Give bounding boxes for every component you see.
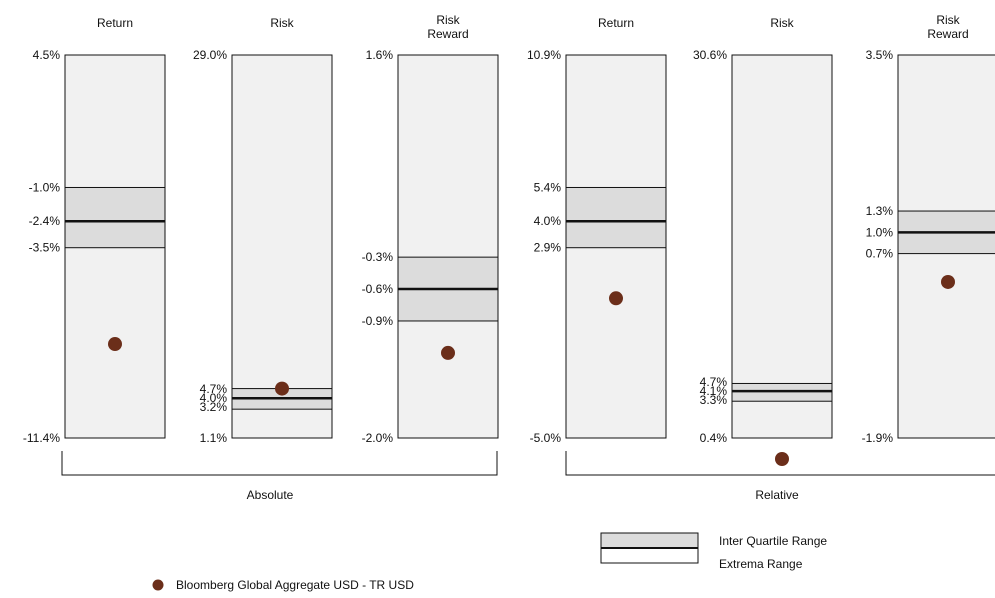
benchmark-point <box>441 345 455 360</box>
value-label-max: 10.9% <box>527 48 561 62</box>
value-label-q1: -0.9% <box>362 314 394 328</box>
benchmark-point <box>941 274 955 289</box>
value-label-median: -0.6% <box>362 282 394 296</box>
extrema-box <box>731 54 833 439</box>
value-label-min: -5.0% <box>530 431 562 445</box>
legend-point-marker <box>152 579 164 591</box>
benchmark-point <box>775 452 789 466</box>
legend-iqr-swatch <box>600 532 699 549</box>
value-label-min: 1.1% <box>200 431 228 445</box>
value-label-q3: -1.0% <box>29 180 61 194</box>
panel-title-line: Reward <box>427 27 468 41</box>
panel-title-line: Return <box>97 16 133 30</box>
value-label-median: 4.0% <box>200 391 228 405</box>
value-label-q1: 0.7% <box>866 247 894 261</box>
extrema-box <box>231 54 333 439</box>
legend-point-label: Bloomberg Global Aggregate USD - TR USD <box>176 578 414 592</box>
panel-title-line: Return <box>598 16 634 30</box>
value-label-min: 0.4% <box>700 431 728 445</box>
group-bracket <box>565 451 995 476</box>
value-label-q3: 1.3% <box>866 204 894 218</box>
group-bracket <box>61 451 498 476</box>
value-label-q1: -3.5% <box>29 241 61 255</box>
value-label-max: 4.5% <box>33 48 61 62</box>
panel-title-line: Risk <box>270 16 294 30</box>
value-label-median: 4.0% <box>534 214 562 228</box>
value-label-q1: 3.2% <box>200 400 228 414</box>
value-label-min: -2.0% <box>362 431 394 445</box>
value-label-max: 29.0% <box>193 48 227 62</box>
legend-extrema-label: Extrema Range <box>719 557 803 571</box>
panel-title-line: Risk <box>770 16 794 30</box>
legend-extrema-swatch <box>600 547 699 564</box>
value-label-max: 3.5% <box>866 48 894 62</box>
value-label-min: -11.4% <box>23 431 60 445</box>
value-label-q3: 4.7% <box>200 382 228 396</box>
group-label: Absolute <box>247 488 294 502</box>
benchmark-point <box>275 381 289 396</box>
value-label-median: 1.0% <box>866 225 894 239</box>
value-label-median: 4.1% <box>700 384 728 398</box>
group-label: Relative <box>755 488 799 502</box>
value-label-min: -1.9% <box>862 431 894 445</box>
value-label-q1: 3.3% <box>700 393 728 407</box>
value-label-q3: -0.3% <box>362 250 394 264</box>
panel-title-line: Risk <box>936 13 960 27</box>
panel-title-line: Reward <box>927 27 968 41</box>
panel-title-line: Risk <box>436 13 460 27</box>
value-label-max: 1.6% <box>366 48 394 62</box>
legend-iqr-label: Inter Quartile Range <box>719 534 827 548</box>
benchmark-point <box>108 337 122 352</box>
iqr-band <box>64 186 166 249</box>
benchmark-point <box>609 291 623 306</box>
value-label-q3: 4.7% <box>700 375 728 389</box>
value-label-median: -2.4% <box>29 214 61 228</box>
value-label-max: 30.6% <box>693 48 727 62</box>
value-label-q1: 2.9% <box>534 241 562 255</box>
iqr-band <box>731 382 833 402</box>
extrema-box <box>397 54 499 439</box>
iqr-band <box>565 186 667 249</box>
value-label-q3: 5.4% <box>534 180 562 194</box>
